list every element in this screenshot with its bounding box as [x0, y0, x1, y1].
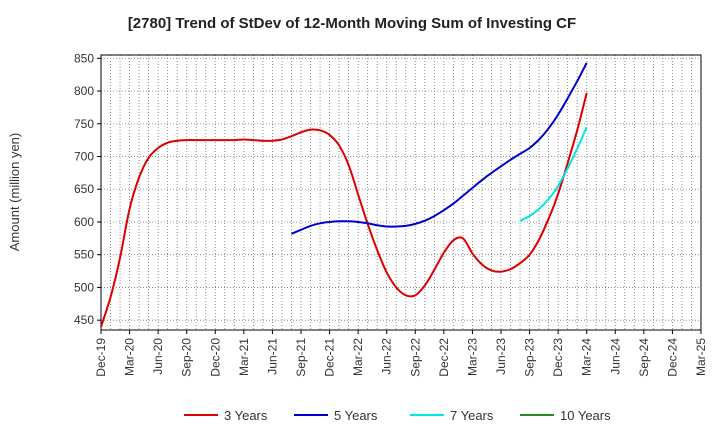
legend: 3 Years 5 Years 7 Years 10 Years	[184, 408, 611, 423]
series-line-7-years	[519, 126, 588, 222]
y-axis-ticks: 450 500 550 600 650 700 750 800 850	[74, 51, 101, 327]
x-tick-label: Dec-24	[665, 338, 679, 377]
y-tick-label: 800	[74, 84, 94, 98]
x-tick-label: Jun-23	[494, 338, 508, 375]
y-tick-label: 700	[74, 149, 94, 163]
x-axis-ticks: Dec-19 Mar-20 Jun-20 Sep-20 Dec-20 Mar-21 Jun-…	[94, 330, 708, 377]
x-tick-label: Sep-24	[637, 338, 651, 377]
x-tick-label: Dec-20	[208, 338, 222, 377]
y-tick-label: 450	[74, 313, 94, 327]
x-tick-label: Sep-21	[294, 338, 308, 377]
x-tick-label: Jun-21	[265, 338, 279, 375]
x-tick-label: Jun-22	[380, 338, 394, 375]
series-lines	[100, 62, 588, 328]
x-tick-label: Mar-23	[465, 338, 479, 376]
y-axis-label: Amount (million yen)	[7, 133, 22, 252]
x-tick-label: Sep-23	[523, 338, 537, 377]
x-tick-label: Mar-25	[694, 338, 708, 376]
series-line-5-years	[291, 62, 588, 235]
legend-label: 10 Years	[560, 408, 611, 423]
x-tick-label: Mar-22	[351, 338, 365, 376]
x-tick-label: Mar-21	[237, 338, 251, 376]
legend-label: 3 Years	[224, 408, 268, 423]
y-tick-label: 750	[74, 117, 94, 131]
y-tick-label: 600	[74, 215, 94, 229]
x-tick-label: Mar-20	[123, 338, 137, 376]
plot-frame	[100, 54, 702, 331]
x-tick-label: Dec-22	[437, 338, 451, 377]
y-tick-label: 650	[74, 182, 94, 196]
y-tick-label: 550	[74, 248, 94, 262]
x-tick-label: Jun-24	[608, 338, 622, 375]
y-tick-label: 850	[74, 51, 94, 65]
chart-title: [2780] Trend of StDev of 12-Month Moving…	[128, 15, 576, 32]
x-tick-label: Dec-21	[323, 338, 337, 377]
x-tick-label: Sep-20	[180, 338, 194, 377]
series-line-3-years	[100, 92, 588, 328]
grid	[101, 55, 701, 330]
x-tick-label: Jun-20	[151, 338, 165, 375]
legend-label: 5 Years	[334, 408, 378, 423]
legend-label: 7 Years	[450, 408, 494, 423]
x-tick-label: Sep-22	[408, 338, 422, 377]
x-tick-label: Mar-24	[580, 338, 594, 376]
x-tick-label: Dec-19	[94, 338, 108, 377]
x-tick-label: Dec-23	[551, 338, 565, 377]
y-tick-label: 500	[74, 280, 94, 294]
